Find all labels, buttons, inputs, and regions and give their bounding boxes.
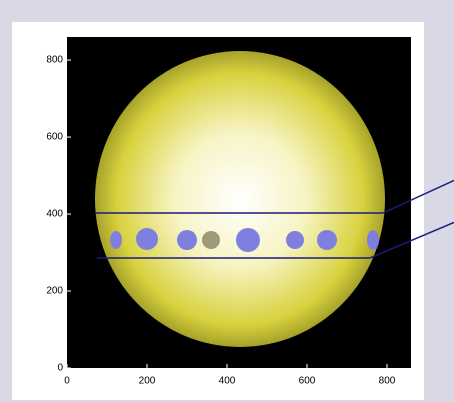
- y-tick-label: 600: [46, 132, 63, 143]
- spot: [177, 230, 197, 250]
- spot: [136, 228, 158, 250]
- y-tick-label: 800: [46, 55, 63, 66]
- spot: [317, 230, 337, 250]
- figure: 0 200 400 600 800 0 200 400 600 800: [0, 0, 454, 402]
- spot: [236, 228, 260, 252]
- spot: [202, 231, 220, 249]
- x-tick-label: 200: [139, 376, 156, 387]
- screen: 0 200 400 600 800 0 200 400 600 800: [0, 0, 454, 402]
- x-tick-label: 400: [219, 376, 236, 387]
- y-tick-label: 200: [46, 286, 63, 297]
- y-tick-label: 0: [57, 363, 63, 374]
- stellar-disk: [95, 51, 385, 347]
- plot: [67, 37, 411, 368]
- x-tick-label: 800: [379, 376, 396, 387]
- spot: [367, 230, 379, 250]
- spot: [110, 231, 122, 249]
- spot: [286, 231, 304, 249]
- x-tick-label: 600: [299, 376, 316, 387]
- y-tick-label: 400: [46, 209, 63, 220]
- x-tick-label: 0: [64, 376, 70, 387]
